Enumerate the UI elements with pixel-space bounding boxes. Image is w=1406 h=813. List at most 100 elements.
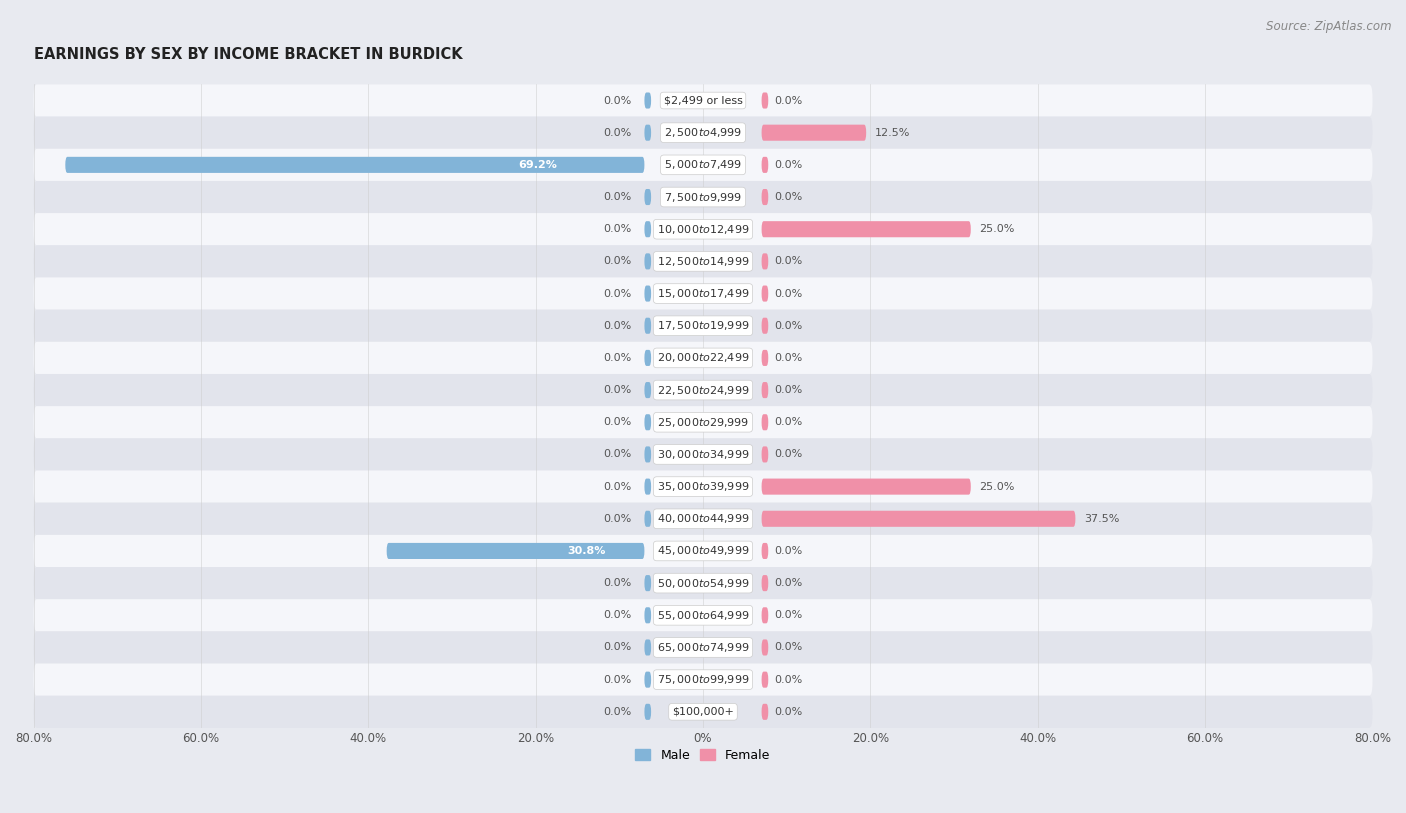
- FancyBboxPatch shape: [762, 414, 768, 430]
- Text: 0.0%: 0.0%: [775, 321, 803, 331]
- FancyBboxPatch shape: [644, 350, 651, 366]
- FancyBboxPatch shape: [644, 93, 651, 109]
- FancyBboxPatch shape: [762, 254, 768, 269]
- FancyBboxPatch shape: [644, 254, 651, 269]
- Text: 0.0%: 0.0%: [603, 321, 631, 331]
- FancyBboxPatch shape: [762, 157, 768, 173]
- Text: $15,000 to $17,499: $15,000 to $17,499: [657, 287, 749, 300]
- FancyBboxPatch shape: [762, 575, 768, 591]
- Text: 0.0%: 0.0%: [603, 417, 631, 428]
- FancyBboxPatch shape: [34, 341, 1372, 374]
- Text: $17,500 to $19,999: $17,500 to $19,999: [657, 320, 749, 333]
- Text: $75,000 to $99,999: $75,000 to $99,999: [657, 673, 749, 686]
- Text: $65,000 to $74,999: $65,000 to $74,999: [657, 641, 749, 654]
- FancyBboxPatch shape: [387, 543, 644, 559]
- Text: 0.0%: 0.0%: [603, 95, 631, 106]
- FancyBboxPatch shape: [644, 189, 651, 205]
- FancyBboxPatch shape: [34, 406, 1372, 438]
- FancyBboxPatch shape: [34, 310, 1372, 341]
- Text: 0.0%: 0.0%: [775, 95, 803, 106]
- Text: $40,000 to $44,999: $40,000 to $44,999: [657, 512, 749, 525]
- FancyBboxPatch shape: [762, 318, 768, 334]
- FancyBboxPatch shape: [644, 672, 651, 688]
- FancyBboxPatch shape: [34, 567, 1372, 599]
- FancyBboxPatch shape: [762, 607, 768, 624]
- Text: 69.2%: 69.2%: [519, 160, 558, 170]
- Text: 0.0%: 0.0%: [775, 289, 803, 298]
- FancyBboxPatch shape: [762, 640, 768, 655]
- Text: $25,000 to $29,999: $25,000 to $29,999: [657, 415, 749, 428]
- Text: 0.0%: 0.0%: [775, 160, 803, 170]
- Text: 0.0%: 0.0%: [775, 706, 803, 717]
- Text: 0.0%: 0.0%: [603, 578, 631, 588]
- FancyBboxPatch shape: [644, 607, 651, 624]
- FancyBboxPatch shape: [644, 704, 651, 720]
- Text: 0.0%: 0.0%: [775, 353, 803, 363]
- FancyBboxPatch shape: [34, 85, 1372, 116]
- Text: 0.0%: 0.0%: [603, 642, 631, 653]
- Text: 25.0%: 25.0%: [979, 224, 1015, 234]
- Text: Source: ZipAtlas.com: Source: ZipAtlas.com: [1267, 20, 1392, 33]
- FancyBboxPatch shape: [34, 471, 1372, 502]
- FancyBboxPatch shape: [34, 599, 1372, 632]
- FancyBboxPatch shape: [644, 479, 651, 494]
- FancyBboxPatch shape: [644, 382, 651, 398]
- FancyBboxPatch shape: [34, 502, 1372, 535]
- FancyBboxPatch shape: [762, 543, 768, 559]
- Text: 0.0%: 0.0%: [603, 706, 631, 717]
- FancyBboxPatch shape: [34, 632, 1372, 663]
- Text: $22,500 to $24,999: $22,500 to $24,999: [657, 384, 749, 397]
- FancyBboxPatch shape: [762, 350, 768, 366]
- Text: $2,500 to $4,999: $2,500 to $4,999: [664, 126, 742, 139]
- Text: $55,000 to $64,999: $55,000 to $64,999: [657, 609, 749, 622]
- Text: $12,500 to $14,999: $12,500 to $14,999: [657, 255, 749, 268]
- Text: 0.0%: 0.0%: [603, 224, 631, 234]
- Text: 0.0%: 0.0%: [603, 514, 631, 524]
- FancyBboxPatch shape: [34, 663, 1372, 696]
- Text: 0.0%: 0.0%: [603, 128, 631, 137]
- FancyBboxPatch shape: [34, 181, 1372, 213]
- FancyBboxPatch shape: [644, 318, 651, 334]
- Text: 0.0%: 0.0%: [603, 353, 631, 363]
- Text: 0.0%: 0.0%: [775, 546, 803, 556]
- FancyBboxPatch shape: [762, 285, 768, 302]
- Text: $10,000 to $12,499: $10,000 to $12,499: [657, 223, 749, 236]
- Text: $5,000 to $7,499: $5,000 to $7,499: [664, 159, 742, 172]
- Text: 0.0%: 0.0%: [603, 256, 631, 267]
- Text: $20,000 to $22,499: $20,000 to $22,499: [657, 351, 749, 364]
- FancyBboxPatch shape: [34, 246, 1372, 277]
- FancyBboxPatch shape: [34, 149, 1372, 181]
- FancyBboxPatch shape: [762, 93, 768, 109]
- FancyBboxPatch shape: [762, 382, 768, 398]
- FancyBboxPatch shape: [644, 446, 651, 463]
- FancyBboxPatch shape: [644, 414, 651, 430]
- Text: 0.0%: 0.0%: [775, 385, 803, 395]
- FancyBboxPatch shape: [644, 575, 651, 591]
- FancyBboxPatch shape: [34, 116, 1372, 149]
- Text: 0.0%: 0.0%: [775, 192, 803, 202]
- FancyBboxPatch shape: [762, 446, 768, 463]
- Text: 0.0%: 0.0%: [775, 642, 803, 653]
- Text: 0.0%: 0.0%: [775, 578, 803, 588]
- Text: 0.0%: 0.0%: [775, 417, 803, 428]
- Text: 0.0%: 0.0%: [603, 385, 631, 395]
- Text: 37.5%: 37.5%: [1084, 514, 1119, 524]
- FancyBboxPatch shape: [34, 213, 1372, 246]
- FancyBboxPatch shape: [762, 479, 970, 494]
- FancyBboxPatch shape: [762, 189, 768, 205]
- Text: $30,000 to $34,999: $30,000 to $34,999: [657, 448, 749, 461]
- Text: 0.0%: 0.0%: [603, 289, 631, 298]
- FancyBboxPatch shape: [644, 640, 651, 655]
- FancyBboxPatch shape: [762, 511, 1076, 527]
- FancyBboxPatch shape: [762, 221, 970, 237]
- FancyBboxPatch shape: [65, 157, 644, 173]
- Text: $100,000+: $100,000+: [672, 706, 734, 717]
- FancyBboxPatch shape: [762, 672, 768, 688]
- FancyBboxPatch shape: [34, 535, 1372, 567]
- FancyBboxPatch shape: [762, 124, 866, 141]
- Text: 0.0%: 0.0%: [603, 481, 631, 492]
- FancyBboxPatch shape: [34, 277, 1372, 310]
- FancyBboxPatch shape: [644, 124, 651, 141]
- Text: $50,000 to $54,999: $50,000 to $54,999: [657, 576, 749, 589]
- Text: 0.0%: 0.0%: [603, 611, 631, 620]
